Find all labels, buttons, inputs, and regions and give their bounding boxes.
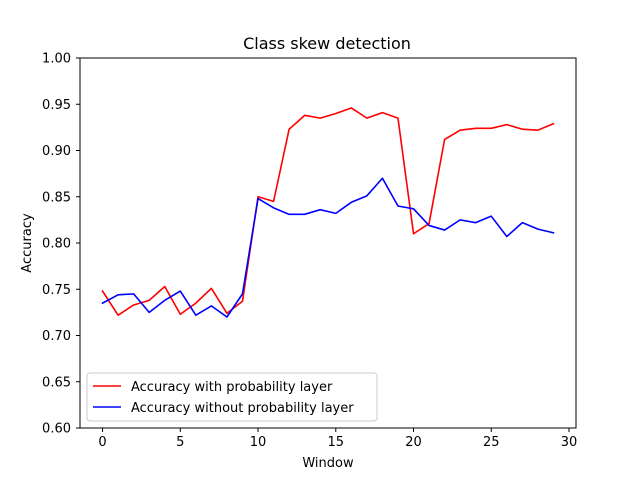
x-tick-label: 30 (561, 435, 578, 450)
series-line-with-probability-layer (101, 107, 555, 316)
y-tick-label: 0.80 (42, 237, 71, 252)
legend-box (86, 372, 378, 422)
legend-label-without-probability-layer: Accuracy without probability layer (131, 401, 354, 416)
plot-frame (79, 57, 577, 429)
series-layer (101, 107, 555, 318)
x-tick-label: 5 (176, 435, 184, 450)
x-tick-label: 15 (328, 435, 345, 450)
x-axis-ticks: 0 5 10 15 20 25 30 (98, 428, 577, 450)
y-tick-label: 0.60 (42, 422, 71, 437)
y-tick-label: 0.75 (42, 283, 71, 298)
y-tick-label: 0.70 (42, 329, 71, 344)
y-tick-label: 1.00 (42, 52, 71, 67)
legend: Accuracy with probability layer Accuracy… (86, 372, 378, 422)
y-tick-label: 0.85 (42, 190, 71, 205)
x-tick-label: 20 (405, 435, 422, 450)
y-tick-label: 0.95 (42, 98, 71, 113)
x-tick-label: 10 (250, 435, 267, 450)
x-axis-label: Window (302, 456, 354, 471)
legend-label-with-probability-layer: Accuracy with probability layer (131, 380, 333, 395)
x-tick-label: 0 (98, 435, 106, 450)
x-tick-label: 25 (483, 435, 500, 450)
y-axis-label: Accuracy (20, 213, 35, 273)
chart-title: Class skew detection (243, 34, 411, 53)
y-axis-ticks: 0.60 0.65 0.70 0.75 0.80 0.85 0.90 0.95 1.00 (42, 52, 80, 437)
y-tick-label: 0.65 (42, 375, 71, 390)
y-tick-label: 0.90 (42, 144, 71, 159)
series-line-without-probability-layer (101, 177, 555, 318)
